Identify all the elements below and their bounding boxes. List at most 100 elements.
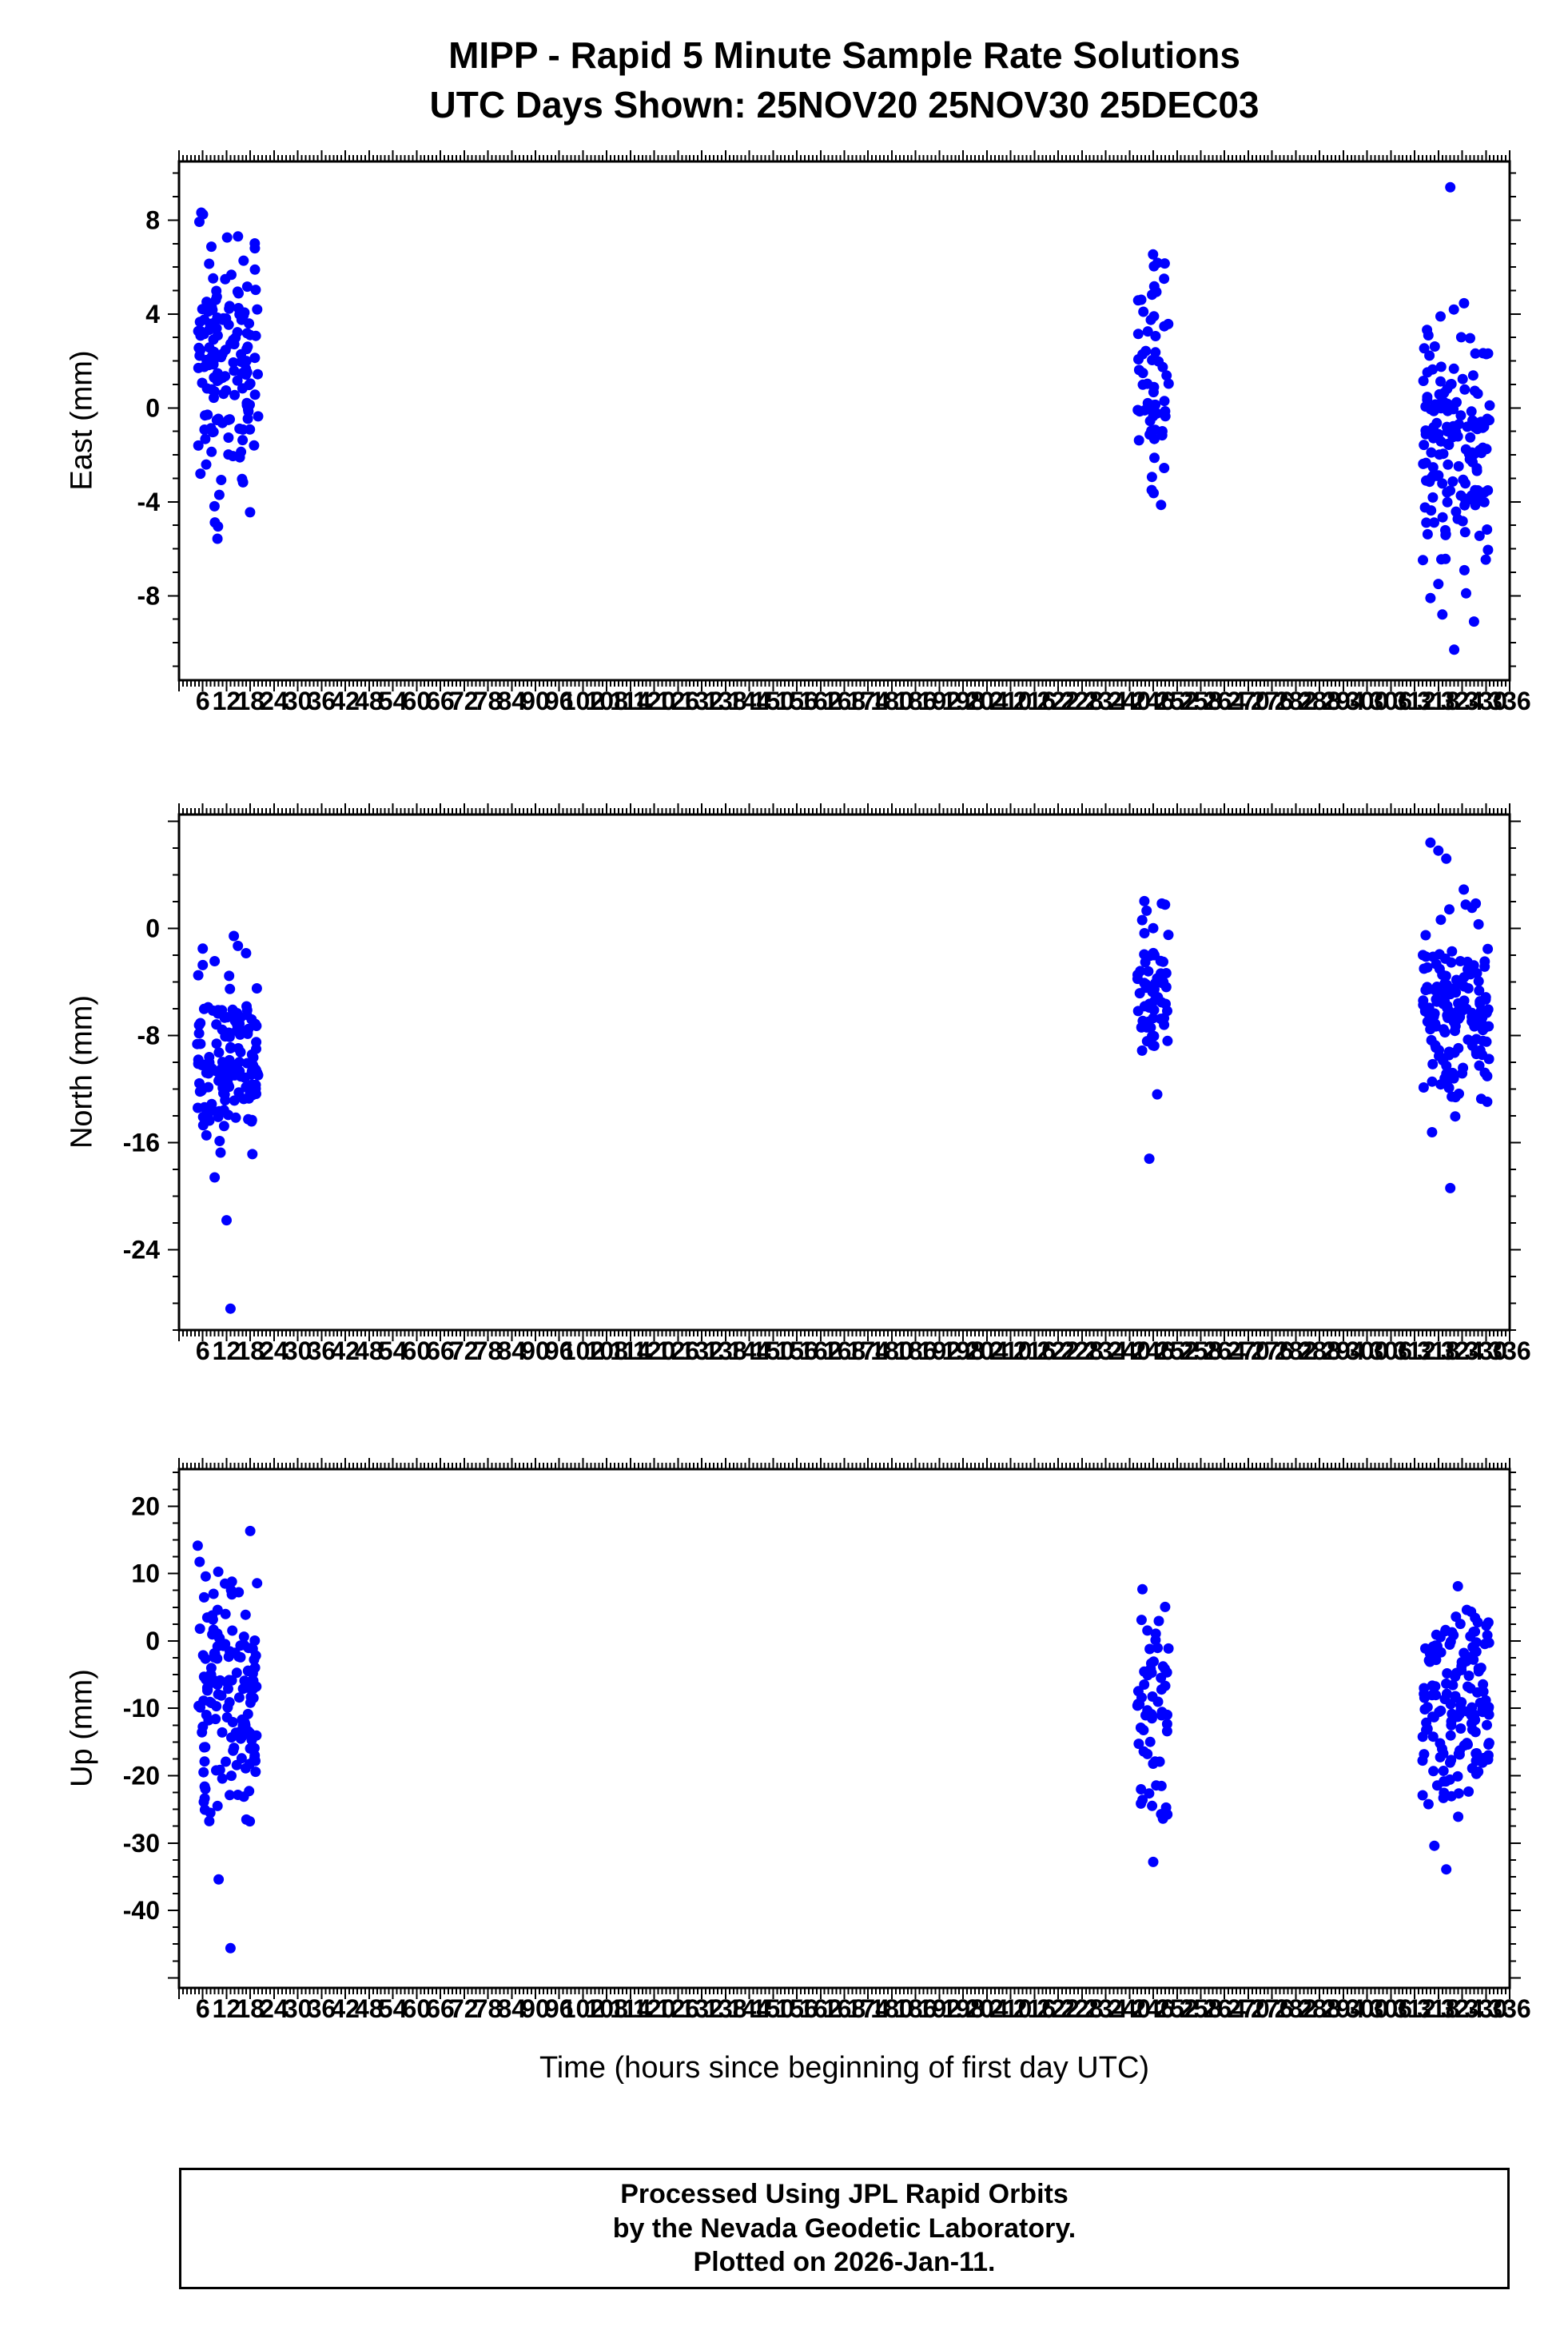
x-tick-label: 276	[1251, 1336, 1293, 1365]
x-tick-label: 306	[1370, 687, 1412, 715]
x-tick-label: 108	[585, 1336, 627, 1365]
x-tick-label: 42	[331, 687, 360, 715]
y-axis-label-east: East (mm)	[65, 350, 99, 491]
x-tick-label: 210	[989, 687, 1032, 715]
y-tick-label: -4	[137, 488, 161, 516]
x-tick-label: 96	[545, 1994, 574, 2023]
x-tick-label: 252	[1156, 1994, 1198, 2023]
x-tick-label: 162	[799, 1994, 842, 2023]
x-tick-label: 324	[1441, 687, 1484, 715]
x-tick-label: 306	[1370, 1994, 1412, 2023]
x-tick-label: 162	[799, 1336, 842, 1365]
x-tick-label: 78	[474, 1336, 503, 1365]
x-tick-label: 72	[450, 687, 479, 715]
x-tick-label: 138	[704, 1994, 746, 2023]
x-tick-label: 270	[1227, 1994, 1269, 2023]
y-tick-label: 0	[145, 393, 160, 422]
x-tick-label: 126	[657, 1336, 699, 1365]
tick-marks	[168, 150, 1521, 691]
x-tick-label: 120	[633, 1994, 675, 2023]
x-tick-label: 288	[1298, 687, 1340, 715]
x-tick-label: 102	[562, 1336, 604, 1365]
x-tick-label: 318	[1417, 687, 1459, 715]
x-tick-label: 288	[1298, 1994, 1340, 2023]
x-tick-label: 198	[941, 687, 984, 715]
y-axis-label-north: North (mm)	[65, 994, 99, 1149]
x-tick-label: 270	[1227, 687, 1269, 715]
tick-marks	[168, 1458, 1521, 1999]
x-tick-label: 204	[965, 1336, 1009, 1365]
x-tick-label: 300	[1346, 687, 1388, 715]
x-tick-label: 66	[426, 1336, 455, 1365]
x-tick-label: 30	[284, 1994, 312, 2023]
x-tick-label: 282	[1275, 1336, 1317, 1365]
x-tick-label: 174	[847, 687, 890, 715]
x-tick-label: 258	[1180, 1336, 1222, 1365]
x-tick-label: 234	[1084, 1994, 1128, 2023]
x-tick-label: 246	[1132, 687, 1174, 715]
x-tick-label: 192	[918, 1336, 961, 1365]
chart-title-line1: MIPP - Rapid 5 Minute Sample Rate Soluti…	[448, 34, 1240, 76]
x-tick-label: 234	[1084, 1336, 1128, 1365]
x-tick-label: 144	[728, 1336, 771, 1365]
x-tick-label: 330	[1465, 687, 1507, 715]
x-tick-label: 108	[585, 1994, 627, 2023]
x-tick-label: 336	[1488, 687, 1530, 715]
x-tick-label: 330	[1465, 1994, 1507, 2023]
x-tick-label: 156	[775, 1336, 818, 1365]
x-tick-label: 192	[918, 1994, 961, 2023]
y-tick-label: 8	[145, 205, 160, 234]
x-tick-label: 264	[1204, 1994, 1247, 2023]
x-tick-label: 264	[1204, 687, 1247, 715]
x-tick-label: 156	[775, 1994, 818, 2023]
footer-line-3: Plotted on 2026-Jan-11.	[693, 2247, 996, 2278]
x-tick-label: 42	[331, 1994, 360, 2023]
x-tick-label: 234	[1084, 687, 1128, 715]
x-tick-label: 324	[1441, 1994, 1484, 2023]
x-tick-label: 102	[562, 1994, 604, 2023]
x-axis-label: Time (hours since beginning of first day…	[539, 2051, 1150, 2085]
x-tick-label: 252	[1156, 1336, 1198, 1365]
x-tick-label: 192	[918, 687, 961, 715]
data-points	[193, 181, 1495, 655]
x-tick-label: 96	[545, 687, 574, 715]
x-tick-label: 300	[1346, 1336, 1388, 1365]
x-tick-label: 30	[284, 1336, 312, 1365]
x-tick-label: 132	[680, 687, 722, 715]
x-tick-label: 6	[196, 687, 210, 715]
x-tick-label: 288	[1298, 1336, 1340, 1365]
x-tick-label: 186	[894, 1994, 937, 2023]
y-tick-label: -10	[123, 1694, 160, 1723]
x-tick-label: 246	[1132, 1336, 1174, 1365]
x-tick-label: 66	[426, 1994, 455, 2023]
x-tick-label: 138	[704, 687, 746, 715]
x-tick-label: 18	[236, 687, 265, 715]
x-tick-label: 6	[196, 1336, 210, 1365]
x-tick-label: 78	[474, 1994, 503, 2023]
footer-box: Processed Using JPL Rapid Orbits by the …	[179, 2168, 1510, 2289]
x-tick-label: 240	[1108, 1994, 1151, 2023]
x-tick-label: 324	[1441, 1336, 1484, 1365]
x-tick-label: 84	[497, 687, 526, 715]
x-tick-label: 228	[1061, 1336, 1103, 1365]
y-tick-label: -40	[123, 1896, 160, 1925]
x-tick-label: 144	[728, 1994, 771, 2023]
x-tick-label: 258	[1180, 1994, 1222, 2023]
x-tick-label: 180	[870, 1994, 913, 2023]
x-tick-label: 198	[941, 1994, 984, 2023]
x-tick-label: 276	[1251, 1994, 1293, 2023]
x-tick-label: 126	[657, 687, 699, 715]
x-tick-label: 90	[521, 1336, 550, 1365]
x-tick-label: 240	[1108, 1336, 1151, 1365]
x-tick-label: 150	[752, 1994, 794, 2023]
x-tick-label: 264	[1204, 1336, 1247, 1365]
plot-frame	[177, 813, 1511, 1332]
y-axis-label-up: Up (mm)	[65, 1669, 99, 1787]
x-tick-label: 36	[308, 1994, 336, 2023]
x-tick-label: 90	[521, 1994, 550, 2023]
x-tick-label: 294	[1322, 1994, 1365, 2023]
x-tick-label: 24	[260, 1336, 289, 1365]
x-tick-label: 282	[1275, 687, 1317, 715]
x-tick-label: 216	[1013, 687, 1056, 715]
